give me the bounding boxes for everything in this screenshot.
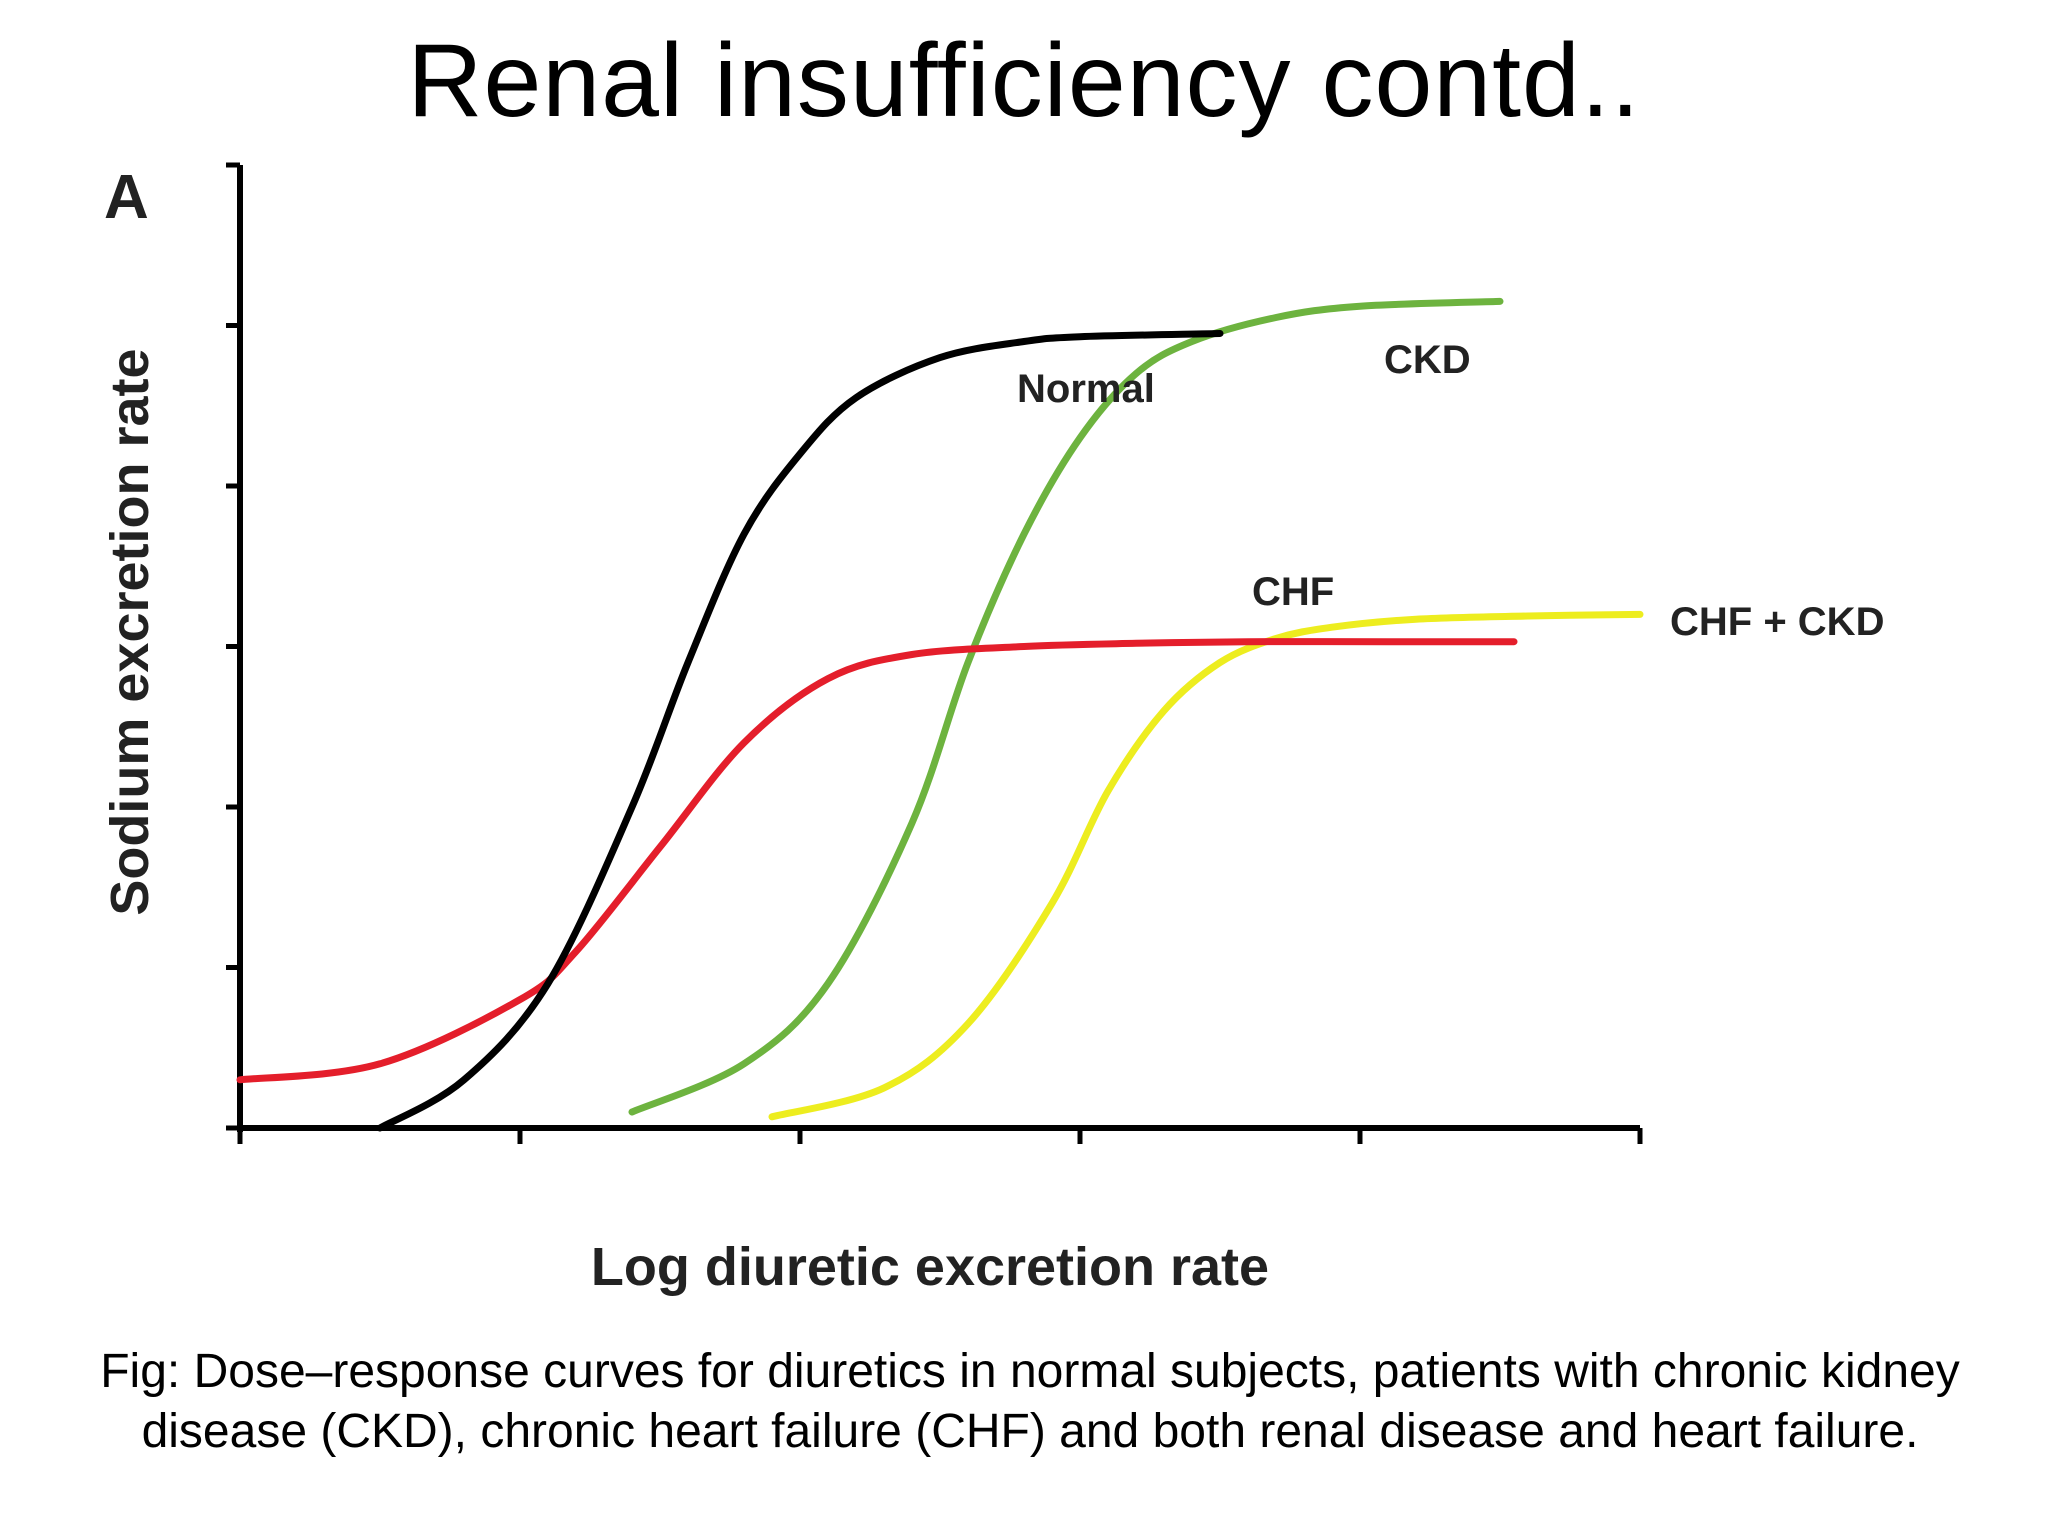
series-line-chf-ckd (768, 610, 1644, 1121)
series-line-normal (376, 330, 1224, 1132)
slide-title: Renal insufficiency contd.. (407, 23, 1641, 139)
chart-axes (226, 162, 1643, 1144)
y-axis-label: Sodium excretion rate (100, 348, 160, 916)
series-label-normal: Normal (1017, 367, 1155, 411)
series-label-ckd: CKD (1384, 338, 1471, 382)
x-axis-label: Log diuretic excretion rate (590, 1237, 1270, 1297)
series-label-chf-ckd: CHF + CKD (1670, 600, 1885, 644)
series-line-chf (236, 638, 1518, 1084)
series-line-ckd (628, 297, 1504, 1116)
figure-caption: Fig: Dose–response curves for diuretics … (100, 1345, 1960, 1458)
panel-letter: A (104, 163, 149, 232)
series-label-chf: CHF (1252, 570, 1335, 614)
chart-curves (236, 297, 1644, 1132)
